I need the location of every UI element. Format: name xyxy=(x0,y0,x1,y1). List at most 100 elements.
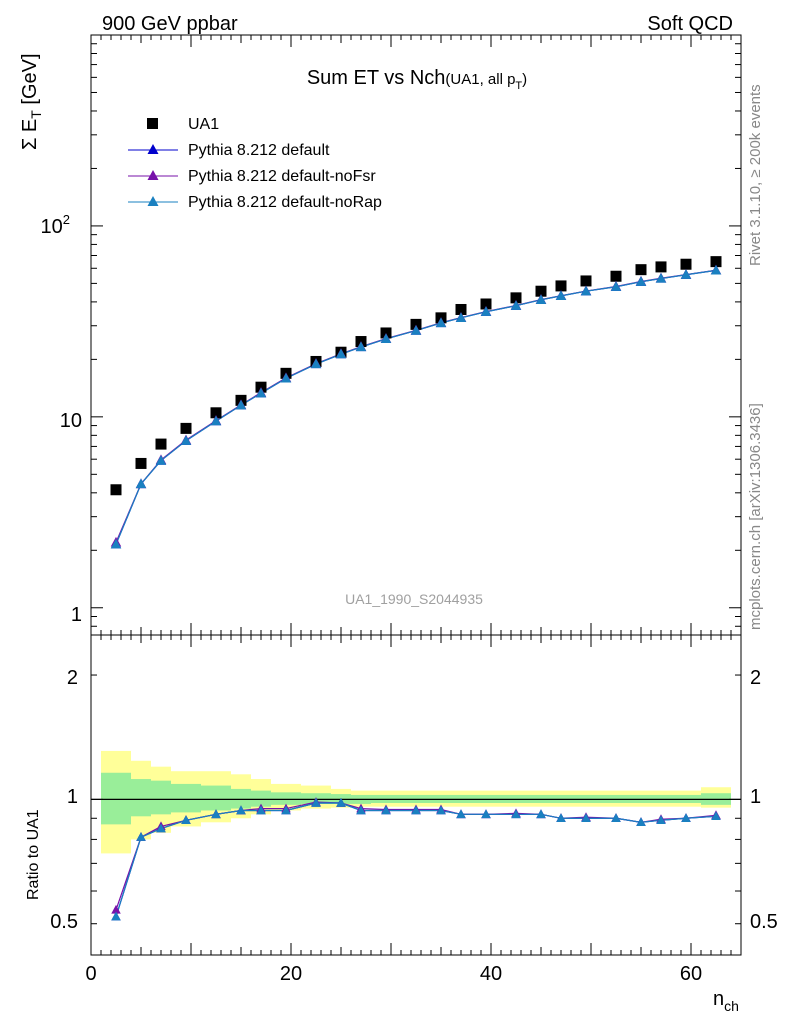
mc-data-point-3 xyxy=(135,478,147,489)
main-title-sub-index: T xyxy=(515,80,522,92)
ratio-point-2 xyxy=(236,805,246,815)
rivet-label: Rivet 3.1.10, ≥ 200k events xyxy=(747,84,764,266)
mc-data-point-3 xyxy=(280,372,292,383)
mc-data-point-3 xyxy=(435,317,447,328)
ratio-point-2 xyxy=(711,811,721,821)
ratio-point-2 xyxy=(156,823,166,833)
ratio-point-2 xyxy=(211,809,221,819)
ua1-data-point xyxy=(555,280,567,292)
ua1-data-point xyxy=(710,256,722,268)
main-y-label-index: T xyxy=(28,110,44,119)
ratio-ytick-label-right: 2 xyxy=(750,667,761,689)
main-ytick-exponent: 2 xyxy=(63,212,70,227)
mc-data-point-3 xyxy=(680,269,692,279)
mc-data-point-3 xyxy=(335,348,347,359)
mc-data-point-3 xyxy=(110,538,122,549)
ratio-point-2 xyxy=(281,805,291,815)
ua1-data-point xyxy=(535,285,547,297)
ratio-point-2 xyxy=(256,805,266,815)
ratio-band-stat xyxy=(151,780,171,815)
ratio-band-stat xyxy=(231,788,251,809)
mc-data-point-3 xyxy=(610,281,622,291)
header-right: Soft QCD xyxy=(647,13,733,35)
main-title-sub-close: ) xyxy=(522,71,527,88)
ratio-ytick-label-left: 0.5 xyxy=(50,911,78,933)
legend-marker-norap xyxy=(147,196,159,206)
mc-data-point-3 xyxy=(580,285,592,296)
mc-data-point-3 xyxy=(480,306,492,316)
x-axis-label: nch xyxy=(713,988,739,1014)
ua1-data-point xyxy=(680,258,692,270)
mcplots-label: mcplots.cern.ch [arXiv:1306.3436] xyxy=(747,403,764,630)
legend-marker-nofsr xyxy=(147,170,159,180)
mc-data-point-3 xyxy=(180,435,192,445)
ratio-band-stat xyxy=(271,792,301,805)
mc-data-point-3 xyxy=(455,312,467,322)
ratio-point-2 xyxy=(311,798,321,807)
mc-data-point-3 xyxy=(210,415,222,426)
mc-data-point-3 xyxy=(255,387,267,398)
ratio-xtick-label: 0 xyxy=(85,963,96,985)
ratio-ytick-label-right: 0.5 xyxy=(750,911,778,933)
mc-data-point-3 xyxy=(410,325,422,335)
ratio-point-2 xyxy=(636,817,646,827)
ratio-point-2 xyxy=(611,813,621,823)
legend-marker-default xyxy=(147,144,159,154)
ratio-point-2 xyxy=(356,805,366,815)
mc-data-point-3 xyxy=(710,264,722,275)
ratio-point-2 xyxy=(556,813,566,823)
ua1-data-point xyxy=(635,264,647,276)
main-title-text: Sum ET vs Nch xyxy=(307,67,446,89)
ratio-point-2 xyxy=(536,809,546,819)
series-line-1 xyxy=(115,269,717,545)
ratio-band-stat xyxy=(101,772,131,825)
main-ytick-label: 1 xyxy=(71,604,82,626)
ratio-ytick-label-left: 2 xyxy=(67,667,78,689)
header-left: 900 GeV ppbar xyxy=(102,13,238,35)
ratio-point-2 xyxy=(411,805,421,815)
ratio-point-2 xyxy=(511,809,521,819)
mc-data-point-3 xyxy=(635,276,647,286)
ratio-point-2 xyxy=(136,832,146,841)
ratio-xtick-label: 40 xyxy=(480,963,502,985)
ratio-panel: Ratio to UA1 0.5 1 2 0.5 1 2 0 20 40 60 … xyxy=(25,634,778,1014)
analysis-watermark: UA1_1990_S2044935 xyxy=(345,591,483,607)
legend-label-norap: Pythia 8.212 default-noRap xyxy=(188,194,382,211)
ratio-y-axis-label: Ratio to UA1 xyxy=(25,809,42,900)
mc-data-point-3 xyxy=(310,358,322,369)
ratio-band-stat xyxy=(131,779,151,817)
ratio-xtick-label: 60 xyxy=(680,963,702,985)
mc-data-point-3 xyxy=(510,300,522,310)
ratio-ytick-label-left: 1 xyxy=(67,786,78,808)
main-y-label-text: Σ E xyxy=(19,119,41,150)
ratio-point-2 xyxy=(481,809,491,819)
ua1-data-point xyxy=(580,275,592,287)
mc-data-point-3 xyxy=(555,290,567,301)
main-ytick-label: 102 xyxy=(41,212,70,238)
ratio-point-2 xyxy=(181,815,191,825)
series-line-3 xyxy=(115,269,717,545)
legend-label-default: Pythia 8.212 default xyxy=(188,142,330,159)
main-title-sub: (UA1, all p xyxy=(445,71,515,88)
ua1-data-point xyxy=(210,407,222,419)
mc-data-point-3 xyxy=(535,294,547,304)
mc-data-point-3 xyxy=(235,399,247,410)
ua1-data-point xyxy=(510,292,522,304)
mc-data-point-3 xyxy=(380,333,392,344)
ratio-point-2 xyxy=(656,815,666,825)
ratio-point-2 xyxy=(436,805,446,815)
ratio-point-2 xyxy=(111,911,121,921)
ratio-point-1 xyxy=(111,904,121,914)
main-y-axis-label: Σ ET [GeV] xyxy=(19,53,44,150)
ratio-xtick-label: 20 xyxy=(280,963,302,985)
mc-data-point-3 xyxy=(655,273,667,283)
ua1-data-point xyxy=(135,457,147,469)
main-ytick-label: 10 xyxy=(60,410,82,432)
ua1-data-point xyxy=(655,261,667,273)
legend-label-nofsr: Pythia 8.212 default-noFsr xyxy=(188,168,376,185)
ratio-band-stat xyxy=(201,785,231,811)
main-ytick-base: 10 xyxy=(41,216,63,238)
ratio-band-stat xyxy=(171,783,201,813)
ratio-band-stat xyxy=(251,790,271,807)
